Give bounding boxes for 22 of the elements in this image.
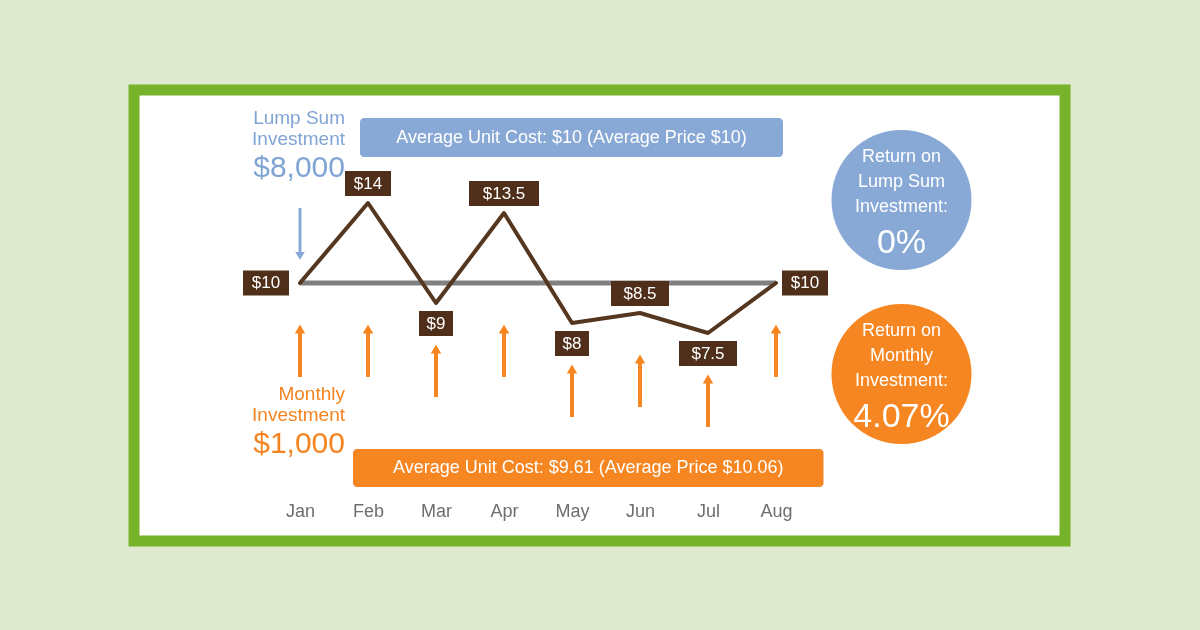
data-label: $14 — [353, 173, 383, 193]
x-tick-label: Aug — [760, 500, 793, 521]
data-label: $8 — [562, 333, 582, 353]
text: Average Unit Cost: $9.61 (Average Price $10.06) — [392, 457, 784, 477]
x-tick-label: Jun — [625, 500, 656, 521]
x-tick-label: Feb — [352, 500, 385, 521]
x-tick-label: Jan — [285, 500, 316, 521]
text: Return on Monthly Investment: 4.07% — [853, 320, 950, 434]
x-tick-label: May — [555, 500, 590, 521]
data-label: $9 — [426, 313, 446, 333]
text: Average Unit Cost: $10 (Average Price $10) — [396, 126, 747, 147]
data-label: $7.5 — [691, 343, 725, 363]
text: Monthly Investment $1,000 — [252, 383, 346, 459]
data-label: $10 — [251, 273, 281, 292]
data-label: $13.5 — [482, 183, 526, 203]
x-tick-label: Mar — [421, 500, 452, 521]
text: Return on Lump Sum Investment: 0% — [854, 146, 949, 260]
x-tick-label: Jul — [696, 500, 721, 521]
data-label: $10 — [790, 273, 820, 292]
data-label: $8.5 — [623, 283, 657, 303]
text: Lump Sum Investment $8,000 — [252, 107, 346, 183]
x-tick-label: Apr — [490, 500, 519, 521]
